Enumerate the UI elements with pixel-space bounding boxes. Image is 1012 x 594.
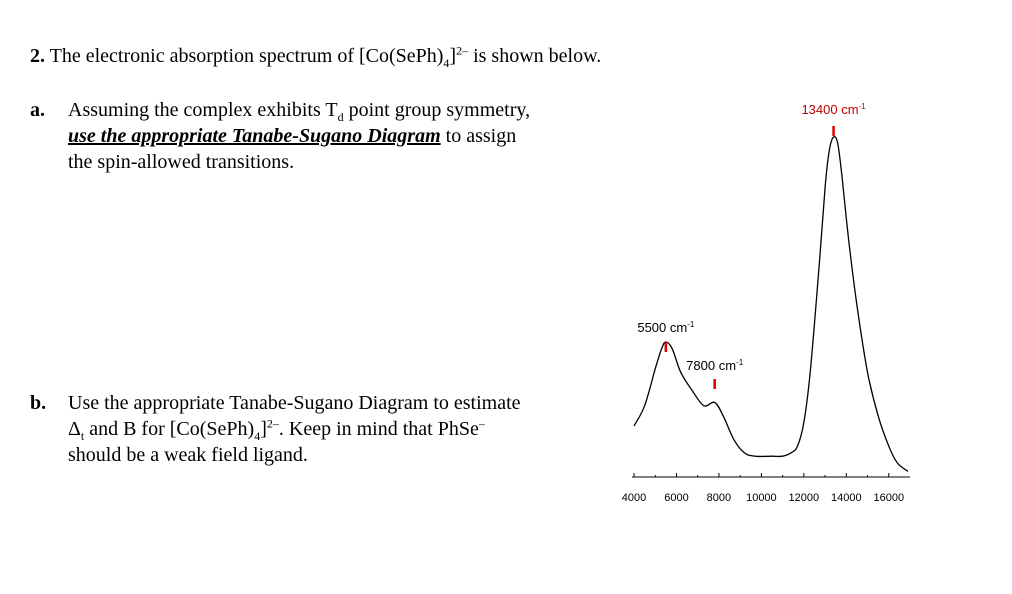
absorption-spectrum-chart: 4000 6000 8000 10000 12000 14000 16000 5500 cm-… [622,102,910,504]
peak-label: 5500 cm-1 [637,320,695,335]
x-tick-label: 4000 [622,492,646,504]
peak-label: 7800 cm-1 [686,358,744,373]
question-text-end: is shown below. [468,45,602,67]
part-a-line3: the spin-allowed transitions. [68,151,295,173]
part-b-sup2: – [478,416,485,431]
x-tick-label: 8000 [707,492,731,504]
part-a-sub: d [337,110,344,124]
x-tick-label: 16000 [873,492,904,504]
part-b-delta-sub: t [80,429,85,443]
part-b-text2: and B for [Co(SePh) [84,418,255,440]
question-title: 2. The electronic absorption spectrum of… [30,43,601,69]
part-a-line2-end: to assign [440,125,517,147]
part-b-text3: ] [260,418,267,440]
part-b-line3: should be a weak field ligand. [68,444,308,466]
part-b-body: Use the appropriate Tanabe-Sugano Diagra… [68,390,598,468]
x-tick-label: 6000 [664,492,688,504]
part-b-delta: Δ [68,418,81,440]
spectrum-series-line [633,135,909,472]
question-sub: 4 [443,56,450,70]
question-number: 2. [30,45,45,67]
part-b-text4: . Keep in mind that PhSe [278,418,479,440]
part-a-emphasis: use the appropriate Tanabe-Sugano Diagra… [68,125,441,147]
part-b-letter: b. [30,392,47,414]
question-sup: 2– [456,43,469,58]
x-tick-label: 14000 [831,492,862,504]
question-bracket: ] [449,45,457,67]
part-b-sup: 2– [266,416,279,431]
part-a-line1-end: point group symmetry, [343,99,531,121]
part-a-letter: a. [30,99,45,121]
x-tick-label: 10000 [746,492,777,504]
part-b-sub: 4 [254,429,261,443]
part-a-line1: Assuming the complex exhibits T [68,99,338,121]
part-b-line1: Use the appropriate Tanabe-Sugano Diagra… [68,392,521,414]
peak-label: 13400 cm-1 [801,102,866,117]
question-text-before: The electronic absorption spectrum of [C… [45,45,444,67]
part-a-body: Assuming the complex exhibits Td point g… [68,97,613,175]
x-tick-label: 12000 [789,492,820,504]
